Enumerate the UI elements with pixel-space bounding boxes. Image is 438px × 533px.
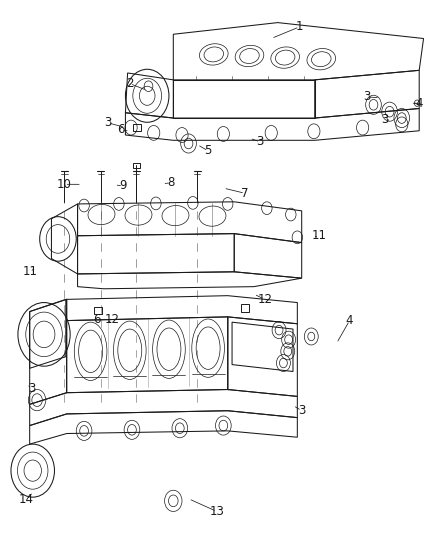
Text: 3: 3 xyxy=(257,135,264,148)
Text: 11: 11 xyxy=(311,229,327,242)
Text: 1: 1 xyxy=(296,20,303,34)
Text: 12: 12 xyxy=(257,293,272,306)
Text: 7: 7 xyxy=(241,187,249,200)
Text: 8: 8 xyxy=(167,176,175,189)
Text: 14: 14 xyxy=(19,494,34,506)
Text: 11: 11 xyxy=(22,265,37,278)
Text: 2: 2 xyxy=(126,77,134,90)
Text: 9: 9 xyxy=(120,180,127,192)
Text: 3: 3 xyxy=(28,382,35,395)
Text: 6: 6 xyxy=(93,313,101,326)
Text: 4: 4 xyxy=(416,96,423,110)
Text: 3: 3 xyxy=(298,404,305,417)
Text: 12: 12 xyxy=(105,313,120,326)
Text: 13: 13 xyxy=(209,505,224,518)
Text: 5: 5 xyxy=(205,144,212,157)
Text: 3: 3 xyxy=(104,116,112,130)
Text: 3: 3 xyxy=(381,112,388,126)
Text: 6: 6 xyxy=(117,123,125,136)
Text: 3: 3 xyxy=(363,90,371,103)
Text: 4: 4 xyxy=(346,314,353,327)
Text: 10: 10 xyxy=(57,178,72,191)
